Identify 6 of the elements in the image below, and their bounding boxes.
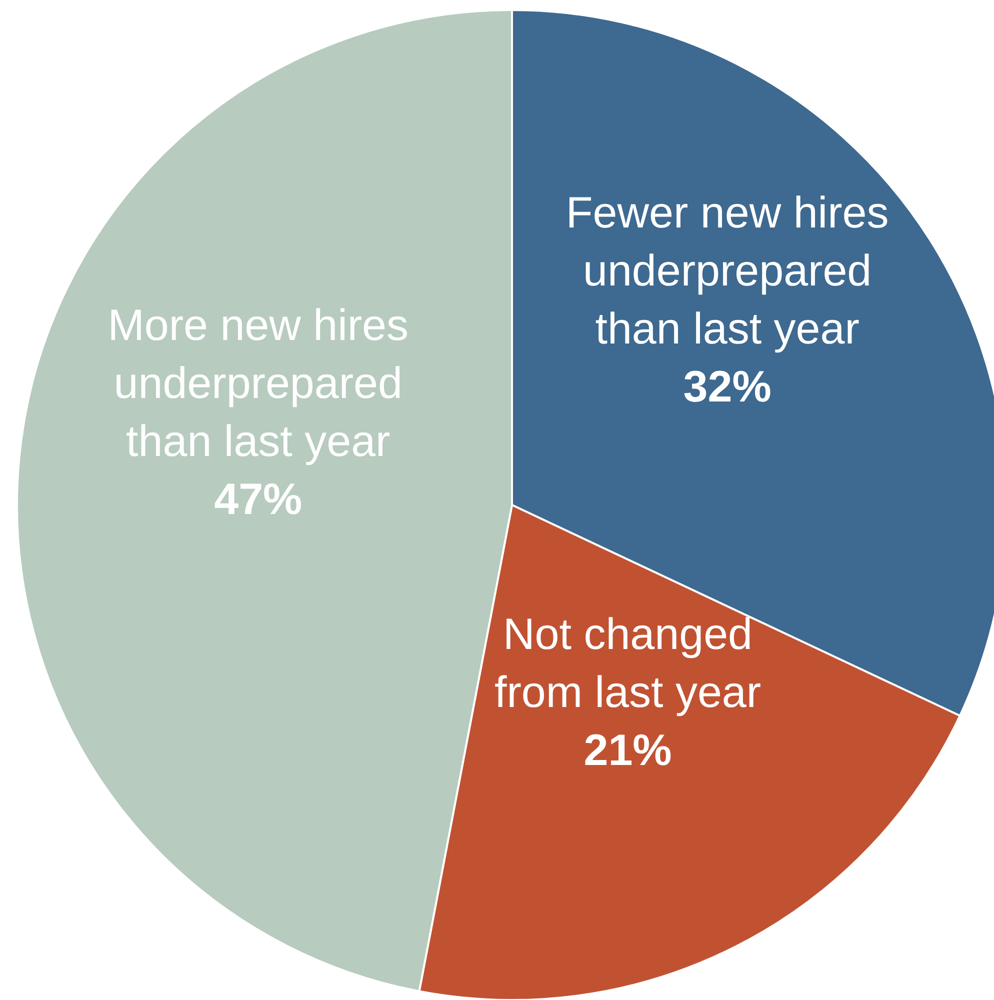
data-label: 32% — [683, 362, 772, 412]
slice-label: More new hires underprepared than last year — [108, 301, 409, 466]
slice-label: Not changed from last year — [494, 610, 762, 718]
data-label: 47% — [214, 475, 302, 524]
slice-label: Fewer new hires underprepared than last year — [566, 188, 889, 354]
data-label: 21% — [584, 726, 672, 776]
